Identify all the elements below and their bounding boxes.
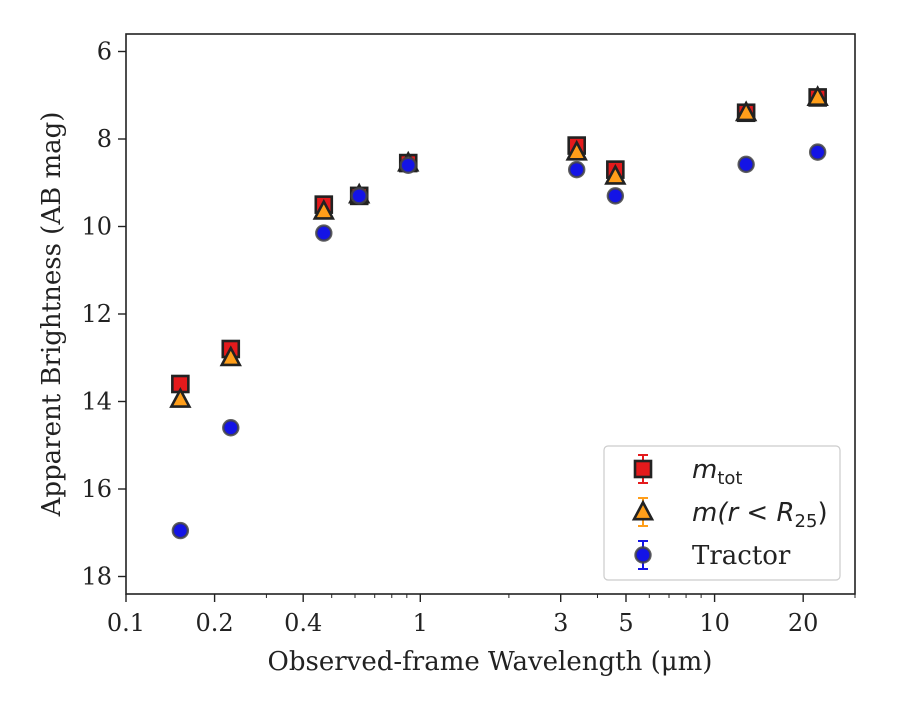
data-point-tractor [606,187,625,205]
x-tick-label: 20 [788,609,819,637]
y-axis-label: Apparent Brightness (AB mag) [37,112,67,518]
data-point-tractor [350,187,368,205]
x-tick-label: 10 [699,609,730,637]
series-tractor [171,143,827,540]
data-point-mr25 [734,100,758,122]
x-tick-label: 1 [413,609,428,637]
legend-marker-mtot [633,459,653,479]
y-tick-label: 16 [81,475,112,503]
legend-label-mtot: mtot [692,455,742,489]
x-tick-label: 5 [618,609,633,637]
y-tick-label: 10 [81,213,112,241]
legend: mtot m(r < R25) Tractor [603,445,841,581]
data-point-mr25 [169,386,192,408]
data-point-mr25 [312,198,335,220]
y-tick-label: 12 [81,300,112,328]
data-point-mr25 [219,345,242,367]
legend-label-mr25: m(r < R25) [692,498,828,532]
y-tick-label: 14 [81,388,112,416]
x-axis-label: Observed-frame Wavelength (μm) [268,647,713,677]
data-point-tractor [808,143,827,161]
points-layer [169,85,829,540]
data-point-tractor [222,419,240,437]
y-tick-label: 18 [81,563,112,591]
x-tick-label: 0.4 [284,609,322,637]
data-point-tractor [399,156,417,174]
x-tick-label: 0.2 [196,609,234,637]
legend-marker-mr25 [631,499,655,521]
legend-box [603,445,841,581]
data-point-mr25 [806,85,829,106]
data-point-mr25 [604,163,627,185]
y-tick-label: 8 [97,125,112,153]
axes-layer: 0.1 0.2 0.4 1 3 5 10 20 6 8 10 12 14 16 18 [81,38,856,637]
legend-marker-tractor [634,546,652,564]
data-point-tractor [315,224,333,242]
data-point-tractor [171,521,190,540]
x-tick-label: 0.1 [107,609,145,637]
y-tick-label: 6 [97,38,112,66]
data-point-tractor [568,160,586,179]
legend-label-tractor: Tractor [692,541,791,571]
x-tick-label: 3 [553,609,568,637]
data-point-mr25 [565,139,588,161]
data-point-tractor [737,155,755,174]
